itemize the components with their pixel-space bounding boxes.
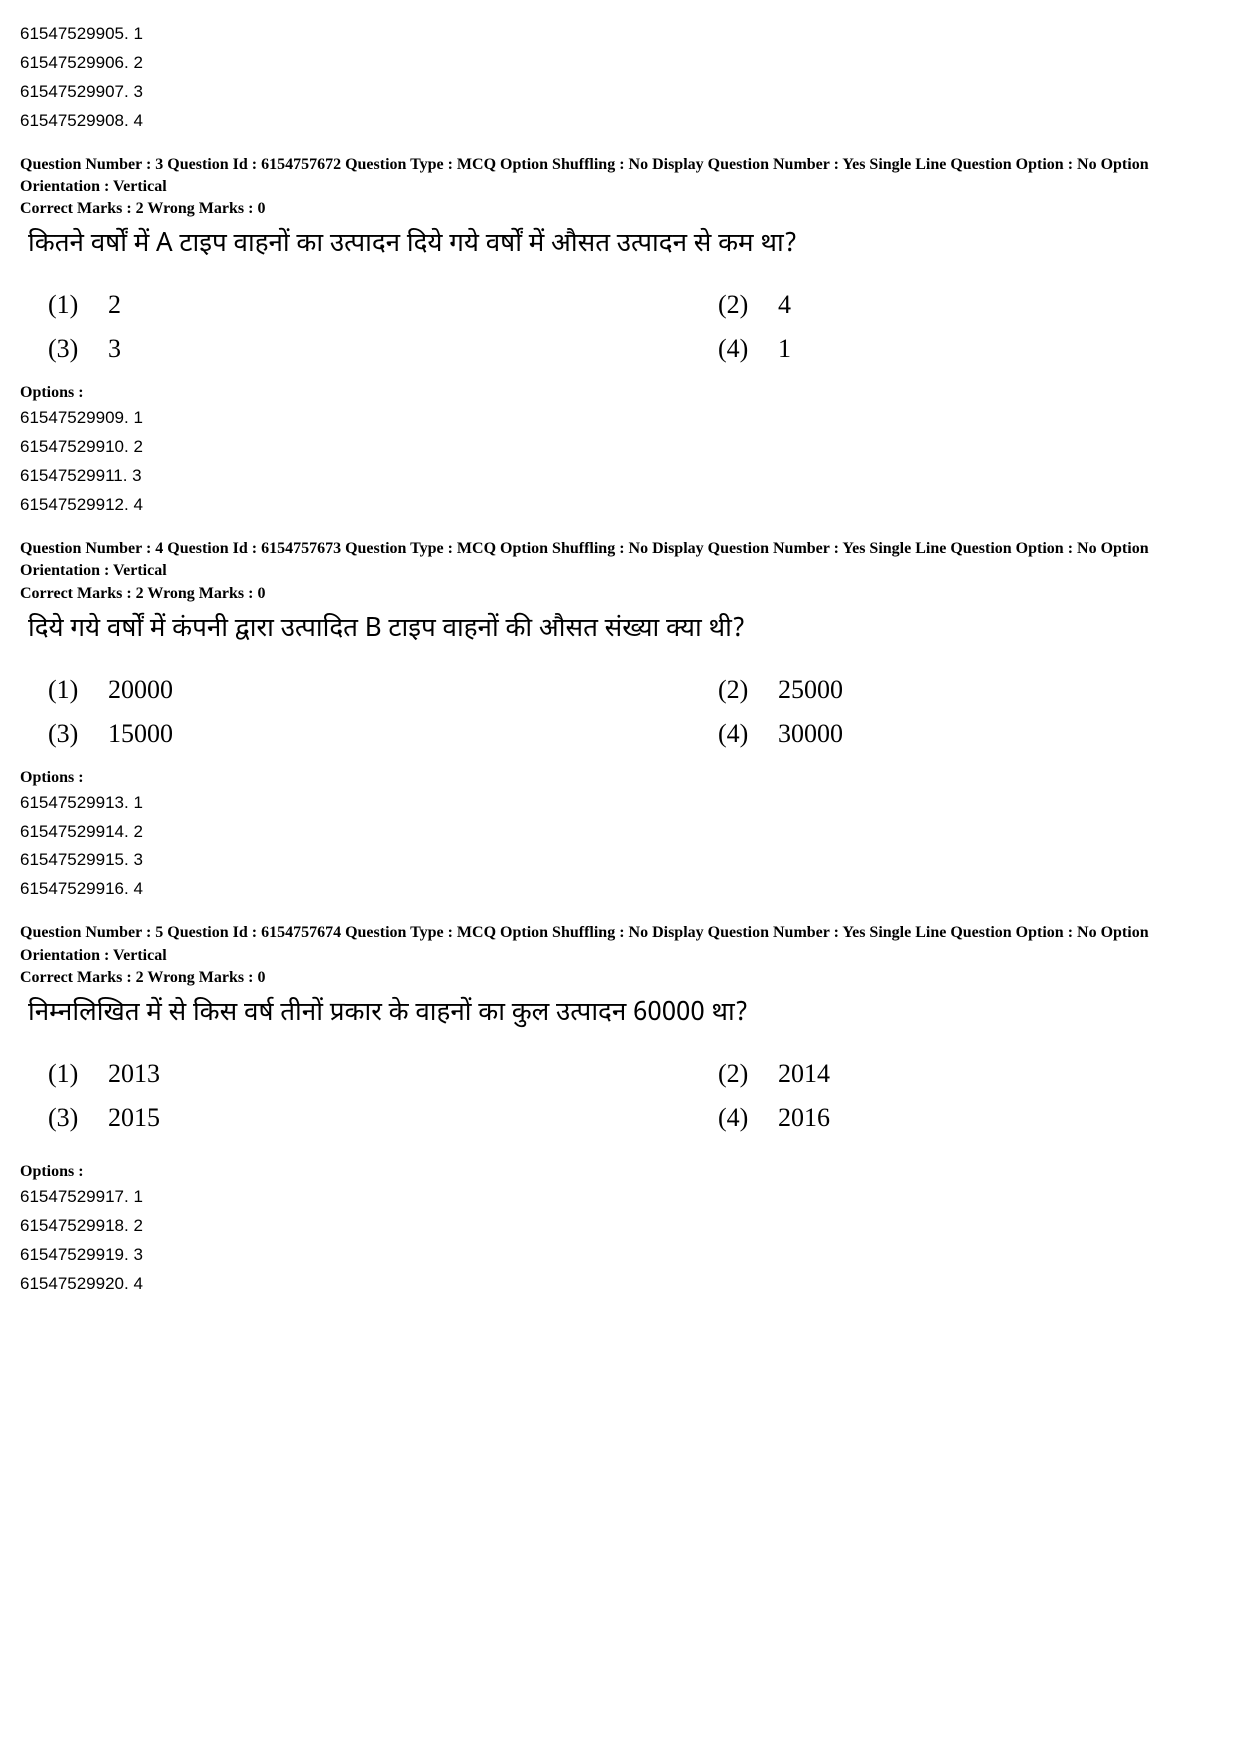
option-id-line: 61547529910. 2	[20, 433, 1220, 462]
option-id-line: 61547529917. 1	[20, 1183, 1220, 1212]
grid-spacer	[288, 334, 718, 364]
option-id-list: 61547529913. 1 61547529914. 2 6154752991…	[20, 789, 1220, 905]
option-id-list: 61547529917. 1 61547529918. 2 6154752991…	[20, 1183, 1220, 1299]
option-id-line: 61547529908. 4	[20, 107, 1220, 136]
marks-line: Correct Marks : 2 Wrong Marks : 0	[20, 969, 1220, 987]
option-id-line: 61547529905. 1	[20, 20, 1220, 49]
answer-value: 2014	[778, 1059, 958, 1089]
question-meta: Question Number : 5 Question Id : 615475…	[20, 922, 1220, 967]
question-text: कितने वर्षों में A टाइप वाहनों का उत्पाद…	[28, 228, 1220, 262]
answer-number: (3)	[48, 334, 108, 364]
answer-number: (4)	[718, 719, 778, 749]
answer-number: (4)	[718, 1103, 778, 1133]
question-text: दिये गये वर्षों में कंपनी द्वारा उत्पादि…	[28, 613, 1220, 647]
option-id-line: 61547529909. 1	[20, 404, 1220, 433]
marks-line: Correct Marks : 2 Wrong Marks : 0	[20, 585, 1220, 603]
answer-number: (3)	[48, 1103, 108, 1133]
question-block: Question Number : 4 Question Id : 615475…	[20, 538, 1220, 904]
option-id-line: 61547529916. 4	[20, 875, 1220, 904]
question-block: Question Number : 5 Question Id : 615475…	[20, 922, 1220, 1298]
question-meta: Question Number : 4 Question Id : 615475…	[20, 538, 1220, 583]
options-label: Options :	[20, 769, 1220, 787]
option-id-line: 61547529912. 4	[20, 491, 1220, 520]
answer-number: (1)	[48, 290, 108, 320]
answer-grid: (1) 20000 (2) 25000 (3) 15000 (4) 30000	[48, 675, 1220, 749]
question-text: निम्नलिखित में से किस वर्ष तीनों प्रकार …	[28, 997, 1220, 1031]
answer-value: 25000	[778, 675, 958, 705]
grid-spacer	[288, 290, 718, 320]
answer-number: (2)	[718, 675, 778, 705]
answer-value: 1	[778, 334, 958, 364]
answer-grid: (1) 2013 (2) 2014 (3) 2015 (4) 2016	[48, 1059, 1220, 1133]
top-option-id-list: 61547529905. 1 61547529906. 2 6154752990…	[20, 20, 1220, 136]
answer-number: (2)	[718, 290, 778, 320]
option-id-line: 61547529914. 2	[20, 818, 1220, 847]
option-id-line: 61547529918. 2	[20, 1212, 1220, 1241]
answer-value: 20000	[108, 675, 288, 705]
grid-spacer	[288, 719, 718, 749]
question-meta: Question Number : 3 Question Id : 615475…	[20, 154, 1220, 199]
options-label: Options :	[20, 1163, 1220, 1181]
answer-number: (3)	[48, 719, 108, 749]
answer-value: 3	[108, 334, 288, 364]
answer-number: (1)	[48, 1059, 108, 1089]
answer-value: 30000	[778, 719, 958, 749]
option-id-line: 61547529915. 3	[20, 846, 1220, 875]
answer-number: (4)	[718, 334, 778, 364]
answer-value: 2015	[108, 1103, 288, 1133]
grid-spacer	[288, 675, 718, 705]
options-label: Options :	[20, 384, 1220, 402]
answer-value: 4	[778, 290, 958, 320]
option-id-line: 61547529906. 2	[20, 49, 1220, 78]
option-id-line: 61547529907. 3	[20, 78, 1220, 107]
option-id-list: 61547529909. 1 61547529910. 2 6154752991…	[20, 404, 1220, 520]
option-id-line: 61547529913. 1	[20, 789, 1220, 818]
answer-number: (2)	[718, 1059, 778, 1089]
grid-spacer	[288, 1059, 718, 1089]
option-id-line: 61547529911. 3	[20, 462, 1220, 491]
answer-grid: (1) 2 (2) 4 (3) 3 (4) 1	[48, 290, 1220, 364]
answer-number: (1)	[48, 675, 108, 705]
answer-value: 2016	[778, 1103, 958, 1133]
option-id-line: 61547529920. 4	[20, 1270, 1220, 1299]
question-block: Question Number : 3 Question Id : 615475…	[20, 154, 1220, 520]
answer-value: 15000	[108, 719, 288, 749]
answer-value: 2013	[108, 1059, 288, 1089]
marks-line: Correct Marks : 2 Wrong Marks : 0	[20, 200, 1220, 218]
answer-value: 2	[108, 290, 288, 320]
grid-spacer	[288, 1103, 718, 1133]
option-id-line: 61547529919. 3	[20, 1241, 1220, 1270]
